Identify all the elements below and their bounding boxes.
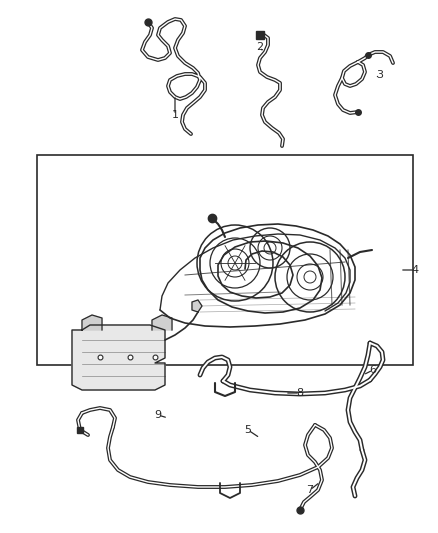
Polygon shape [82,315,102,330]
Text: 2: 2 [256,42,264,52]
Polygon shape [192,300,202,312]
Polygon shape [152,315,172,330]
Text: 9: 9 [155,410,162,420]
Polygon shape [72,325,165,390]
Text: 1: 1 [172,110,179,120]
Text: 8: 8 [297,388,304,398]
Text: 6: 6 [370,365,377,375]
Text: 3: 3 [377,70,384,80]
Text: 7: 7 [307,485,314,495]
Text: 5: 5 [244,425,251,435]
Text: 4: 4 [411,265,419,275]
Bar [37,155,413,365]
